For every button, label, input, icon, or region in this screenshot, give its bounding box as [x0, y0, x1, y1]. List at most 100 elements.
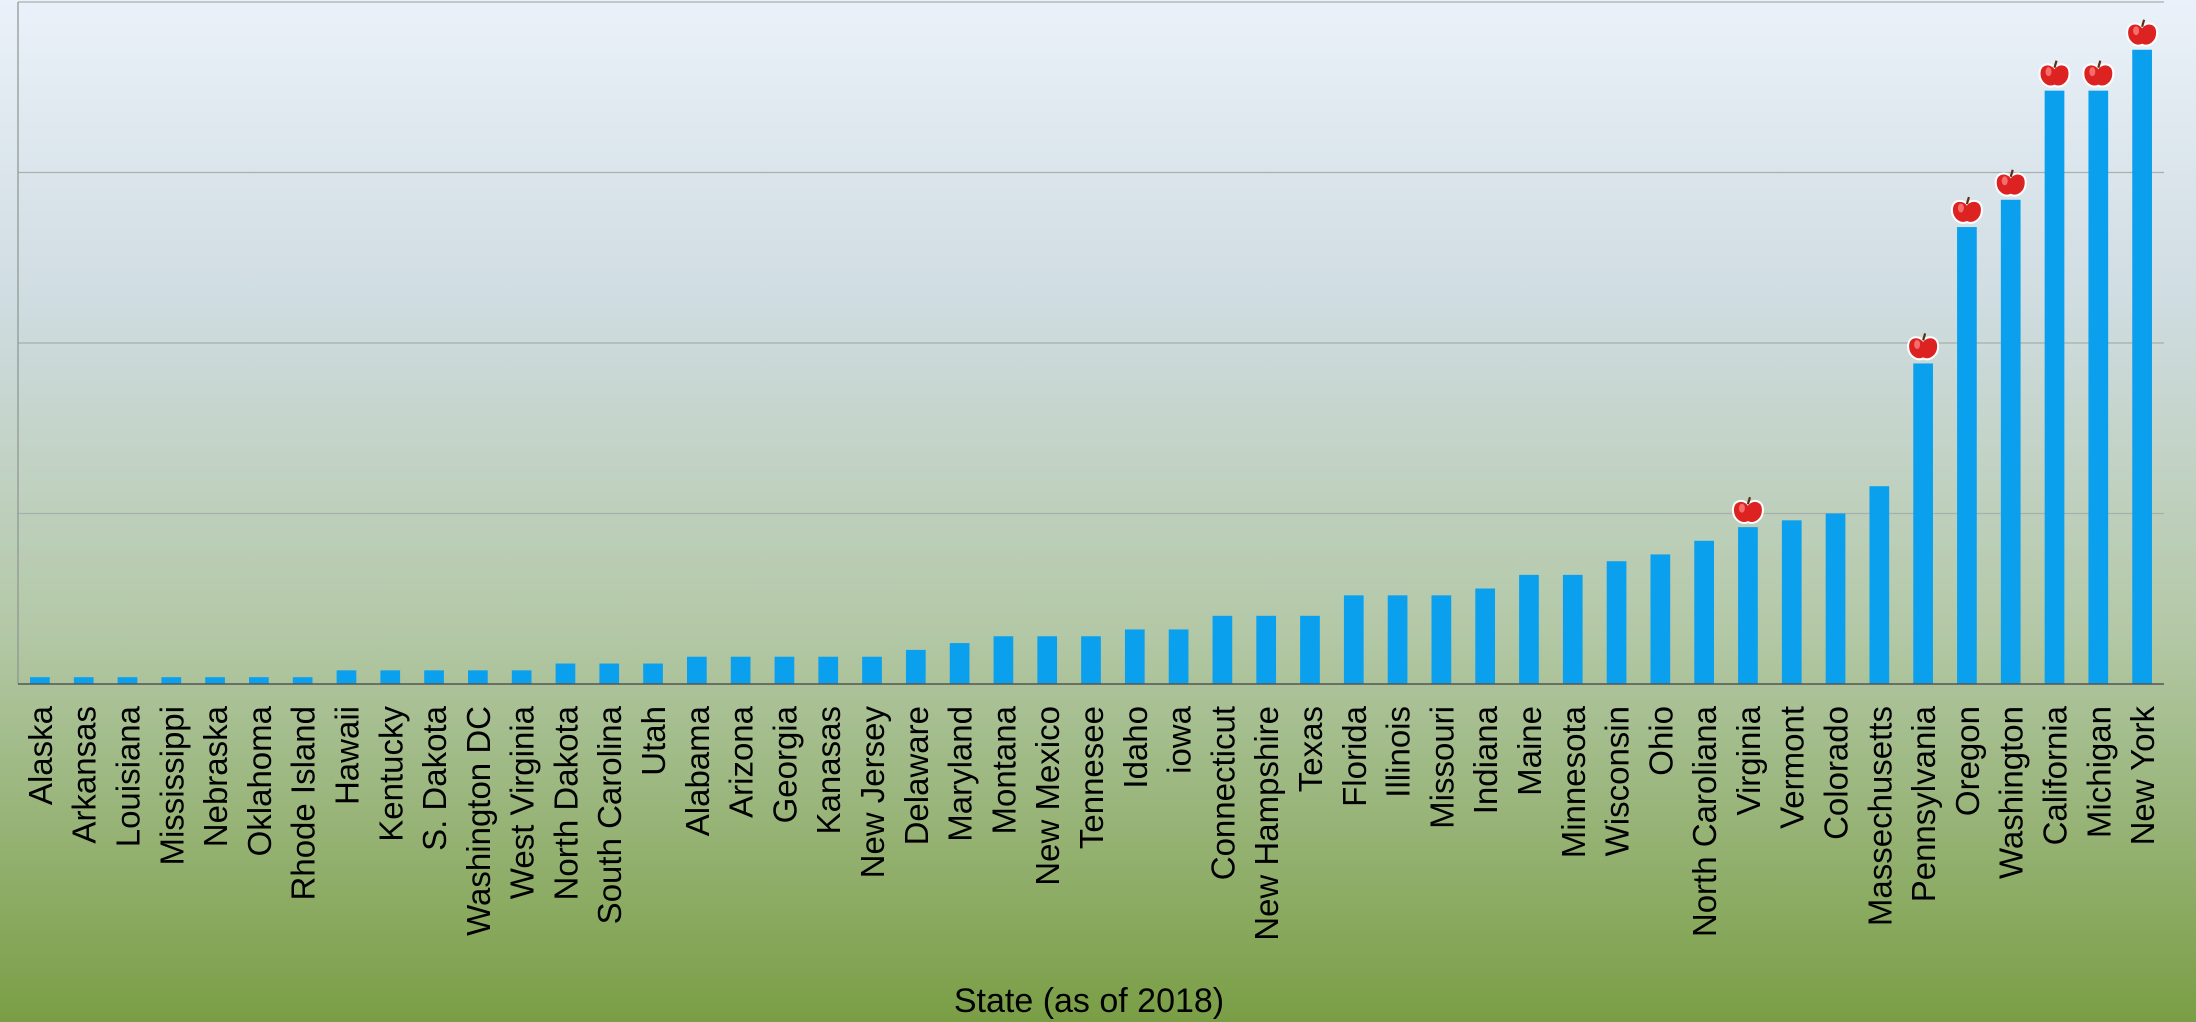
bar — [818, 656, 839, 684]
x-tick-label: Minnesota — [1555, 705, 1592, 858]
bar — [1738, 527, 1758, 684]
bar — [336, 670, 357, 684]
x-tick-label: Kanasas — [810, 706, 847, 834]
x-tick-label: Alaska — [22, 705, 59, 805]
bar — [1606, 561, 1627, 684]
x-tick-label: New Mexico — [1029, 706, 1066, 886]
x-tick-label: South Carolina — [591, 705, 628, 924]
bar — [905, 649, 926, 684]
x-tick-label: New Jersey — [854, 706, 891, 879]
x-tick-label: Wisconsin — [1599, 706, 1636, 856]
x-tick-label: Virginia — [1730, 705, 1767, 815]
apple-icon — [1907, 333, 1940, 361]
bar — [555, 663, 576, 684]
bar — [73, 677, 94, 684]
x-tick-label: New Hampshire — [1248, 706, 1285, 941]
apple-icon — [1731, 496, 1764, 524]
x-tick-label: Pennsylvania — [1905, 705, 1942, 902]
bar — [117, 677, 138, 684]
x-tick-label: Tennesee — [1073, 706, 1110, 849]
x-tick-label: Illinois — [1380, 706, 1417, 798]
apple-icon — [2038, 60, 2071, 88]
x-tick-label: Nebraska — [197, 705, 234, 847]
x-tick-label: Utah — [635, 706, 672, 776]
bar — [292, 677, 313, 684]
bar — [424, 670, 444, 684]
x-tick-label: New York — [2124, 706, 2161, 846]
bar — [1694, 540, 1714, 684]
bar — [1650, 554, 1671, 684]
x-tick-label: Indiana — [1467, 705, 1504, 814]
x-tick-label: Mississippi — [153, 706, 190, 866]
x-tick-label: Louisiana — [109, 705, 146, 847]
bar — [1037, 636, 1058, 684]
bar — [1212, 615, 1233, 684]
bar — [380, 670, 401, 684]
bar — [1168, 629, 1189, 684]
x-tick-label: Arizona — [723, 705, 760, 818]
x-tick-labels: Alaska Arkansas Louisiana Mississippi Nebras… — [22, 705, 2161, 940]
x-tick-label: West Virginia — [504, 705, 541, 899]
bar — [1869, 486, 1890, 684]
x-tick-label: Washington DC — [460, 706, 497, 936]
x-tick-label: Montana — [985, 705, 1022, 834]
bar — [1781, 520, 1802, 684]
bar — [2044, 90, 2065, 684]
bar — [1387, 595, 1408, 684]
x-tick-label: Florida — [1336, 705, 1373, 807]
x-tick-label: Massechusetts — [1861, 706, 1898, 926]
x-tick-label: Georgia — [766, 705, 803, 823]
bar — [205, 677, 225, 684]
x-tick-label: Delaware — [898, 706, 935, 845]
x-tick-label: North Dakota — [547, 705, 584, 900]
bar — [862, 656, 882, 684]
bar — [161, 677, 182, 684]
x-axis-title: State (as of 2018) — [954, 982, 1224, 1020]
bar — [686, 656, 707, 684]
bar — [511, 670, 532, 684]
x-tick-label: Rhode Island — [285, 706, 322, 900]
x-tick-label: iowa — [1161, 705, 1198, 774]
x-tick-label: Colorado — [1818, 706, 1855, 840]
x-tick-label: Maryland — [942, 706, 979, 842]
x-tick-label: North Caroliana — [1686, 705, 1723, 937]
bar — [468, 670, 488, 684]
bar — [643, 663, 663, 684]
x-tick-label: S. Dakota — [416, 705, 453, 851]
x-tick-label: Hawaii — [328, 706, 365, 805]
apple-icon — [2082, 60, 2115, 88]
bar — [1519, 574, 1539, 684]
bar — [730, 656, 751, 684]
bar — [30, 677, 50, 684]
x-tick-label: Alabama — [679, 705, 716, 836]
x-tick-label: Oregon — [1949, 706, 1986, 816]
x-tick-label: Kentucky — [372, 706, 409, 842]
x-tick-label: Oklahoma — [241, 705, 278, 856]
bar — [599, 663, 620, 684]
bar — [1913, 363, 1933, 684]
x-tick-label: Texas — [1292, 706, 1329, 792]
x-tick-label: Ohio — [1642, 706, 1679, 776]
x-tick-label: Vermont — [1774, 706, 1811, 829]
x-tick-label: California — [2037, 705, 2074, 845]
bar — [1957, 227, 1977, 684]
bar — [1081, 636, 1101, 684]
bar — [1256, 615, 1277, 684]
x-tick-label: Michigan — [2080, 706, 2117, 838]
apple-icon — [2126, 19, 2159, 47]
bar — [993, 636, 1014, 684]
bar — [249, 677, 269, 684]
x-tick-label: Arkansas — [66, 706, 103, 844]
apple-markers — [1731, 19, 2159, 524]
apple-icon — [1994, 169, 2027, 197]
bar — [1475, 588, 1496, 684]
bar — [949, 643, 970, 684]
bars — [30, 49, 2152, 685]
x-tick-label: Connecticut — [1204, 706, 1241, 880]
bar — [1562, 574, 1583, 684]
bar — [2088, 90, 2109, 684]
x-tick-label: Idaho — [1117, 706, 1154, 789]
bar — [1124, 629, 1145, 684]
bar — [2132, 49, 2152, 685]
bar — [1343, 595, 1364, 684]
